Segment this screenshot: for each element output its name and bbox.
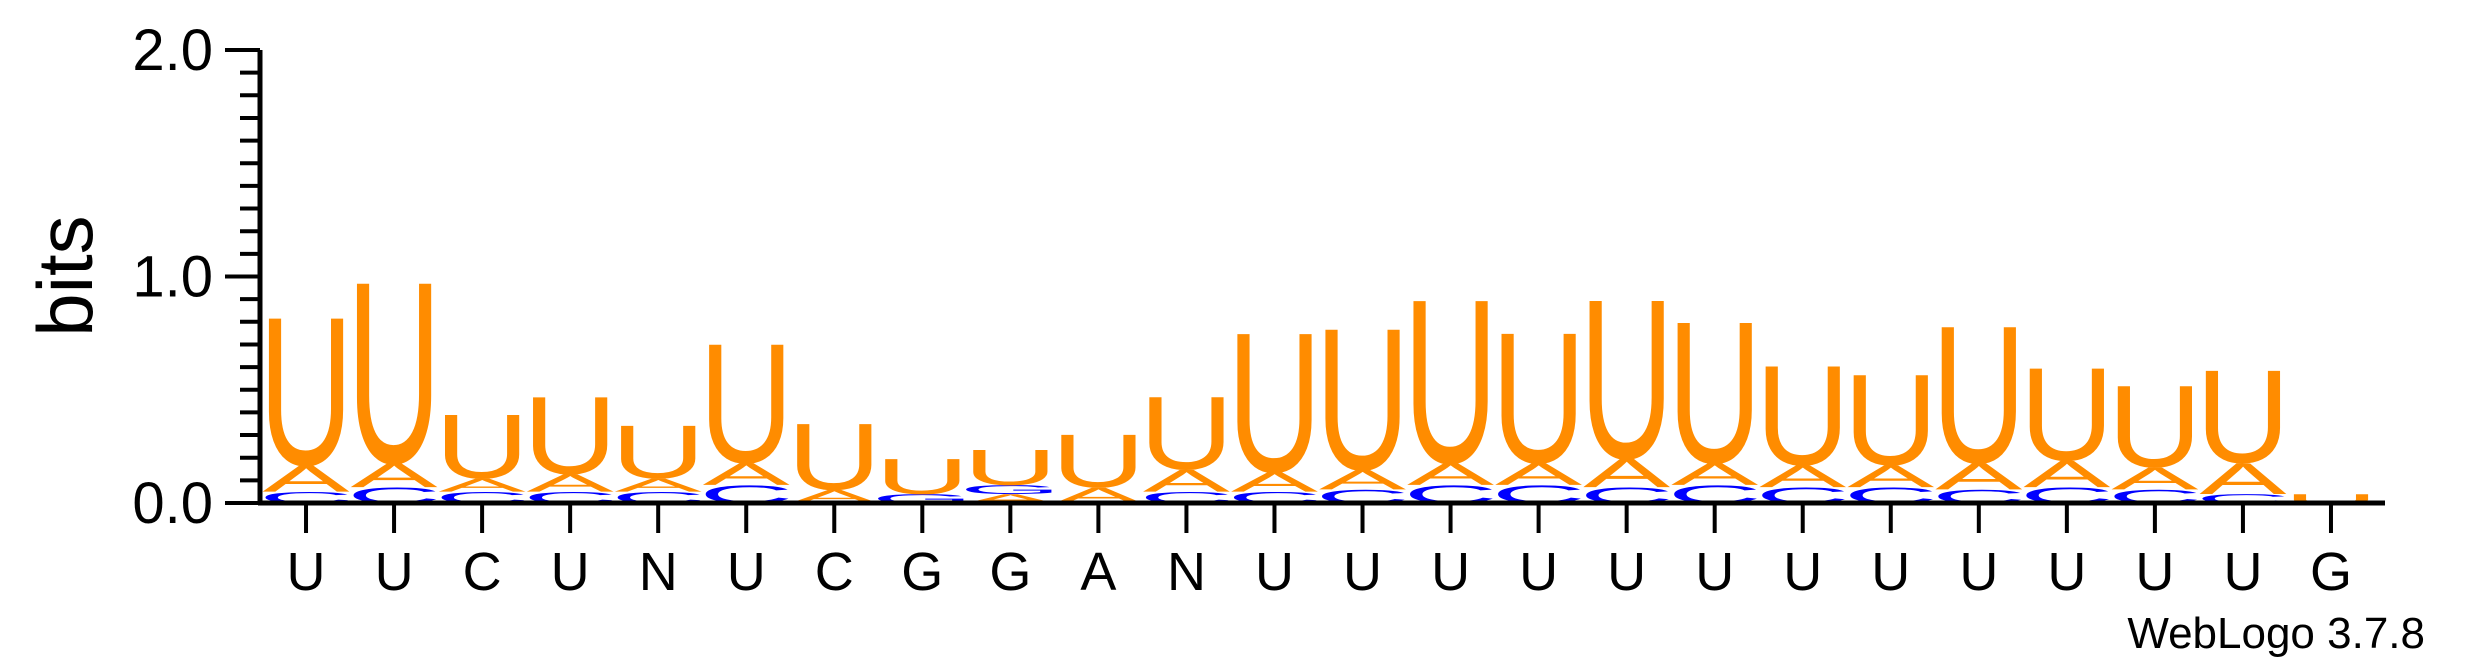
logo-letter-U: U <box>435 395 529 497</box>
x-tick-label: U <box>1959 542 1998 602</box>
logo-letter-A: A <box>2111 461 2199 496</box>
logo-letter-A: A <box>1935 455 2022 497</box>
y-tick-label: 1.0 <box>132 245 213 310</box>
x-tick-label: U <box>287 542 326 602</box>
x-tick-label: U <box>727 542 766 602</box>
x-tick-label: U <box>1431 542 1470 602</box>
y-tick-label: 2.0 <box>132 18 213 83</box>
logo-letter-U: U <box>787 405 881 511</box>
logo-letter-U: U <box>875 448 969 505</box>
logo-letter-U: U <box>1227 290 1321 514</box>
logo-letter-A: A <box>2199 454 2286 503</box>
logo-letter-G: G <box>960 482 1062 496</box>
logo-letter-A: A <box>262 458 349 500</box>
x-tick-label: A <box>1080 542 1116 602</box>
x-tick-label: U <box>1783 542 1822 602</box>
logo-letter-U: U <box>2108 362 2202 492</box>
logo-letter-U: U <box>699 308 793 499</box>
logo-letter-A: A <box>2023 453 2110 495</box>
x-tick-label: U <box>1607 542 1646 602</box>
logo-letter-U: U <box>1315 287 1409 513</box>
logo-letter-U: U <box>1756 335 1850 494</box>
logo-letter-A: A <box>1583 450 1671 496</box>
x-tick-label: U <box>1871 542 1910 602</box>
logo-letter-U: U <box>1491 294 1585 503</box>
x-tick-label: G <box>989 542 1031 602</box>
y-axis: 0.0 1.0 2.0 <box>132 18 263 536</box>
logo-letter-A: A <box>439 474 527 495</box>
logo-letter-U: U <box>523 373 617 497</box>
logo-letter-U: U <box>1051 418 1145 503</box>
x-tick-label: N <box>1167 542 1206 602</box>
x-tick-label: U <box>2047 542 2086 602</box>
logo-letter-U: U <box>2196 342 2290 490</box>
x-tick-label: U <box>375 542 414 602</box>
logo-letter-U: U <box>1932 286 2026 505</box>
x-tick-label: U <box>1695 542 1734 602</box>
x-tick-label: U <box>2223 542 2262 602</box>
logo-letter-U: U <box>2020 340 2114 488</box>
x-tick-label: U <box>551 542 590 602</box>
logo-letter-A: A <box>527 469 614 497</box>
logo-letter-U: U <box>1139 375 1233 492</box>
x-tick-label: U <box>1343 542 1382 602</box>
logo-letter-A: A <box>1407 457 1495 492</box>
logo-letter-U: U <box>1668 280 1762 506</box>
logo-letter-A: A <box>1759 459 1847 494</box>
weblogo-credit: WebLogo 3.7.8 <box>2127 609 2425 658</box>
letter-stacks: CAUCAUCAUCAUCAUCAUAUGUAGUAUCAUCAUCAUCAUC… <box>259 227 2378 517</box>
x-tick-label: N <box>639 542 678 602</box>
x-tick-label: C <box>815 542 854 602</box>
logo-letter-A: A <box>1143 463 1231 498</box>
logo-letter-U: U <box>259 274 353 510</box>
x-tick-label: G <box>901 542 943 602</box>
logo-letter-U: U <box>1579 253 1673 507</box>
logo-letter-A: A <box>615 474 703 495</box>
x-tick-label: U <box>2135 542 2174 602</box>
logo-letter-U: U <box>1844 347 1938 492</box>
logo-letter-U: U <box>1403 251 1497 513</box>
logo-letter-A: A <box>1495 457 1583 492</box>
y-axis-label: bits <box>21 215 109 336</box>
x-tick-label: G <box>2310 542 2352 602</box>
logo-letter-A: A <box>1847 459 1935 494</box>
y-tick-label: 0.0 <box>132 471 213 536</box>
x-tick-label: C <box>463 542 502 602</box>
logo-letter-U: U <box>347 227 441 517</box>
logo-letter-A: A <box>703 457 791 492</box>
logo-letter-A: A <box>350 456 437 495</box>
logo-letter-U: U <box>963 439 1057 496</box>
logo-letter-A: A <box>1671 457 1759 492</box>
x-tick-label: U <box>1519 542 1558 602</box>
logo-letter-U: U <box>611 409 705 494</box>
x-tick-label: U <box>1255 542 1294 602</box>
logo-letter-A: A <box>1231 466 1318 498</box>
logo-letter-A: A <box>1319 464 1406 496</box>
